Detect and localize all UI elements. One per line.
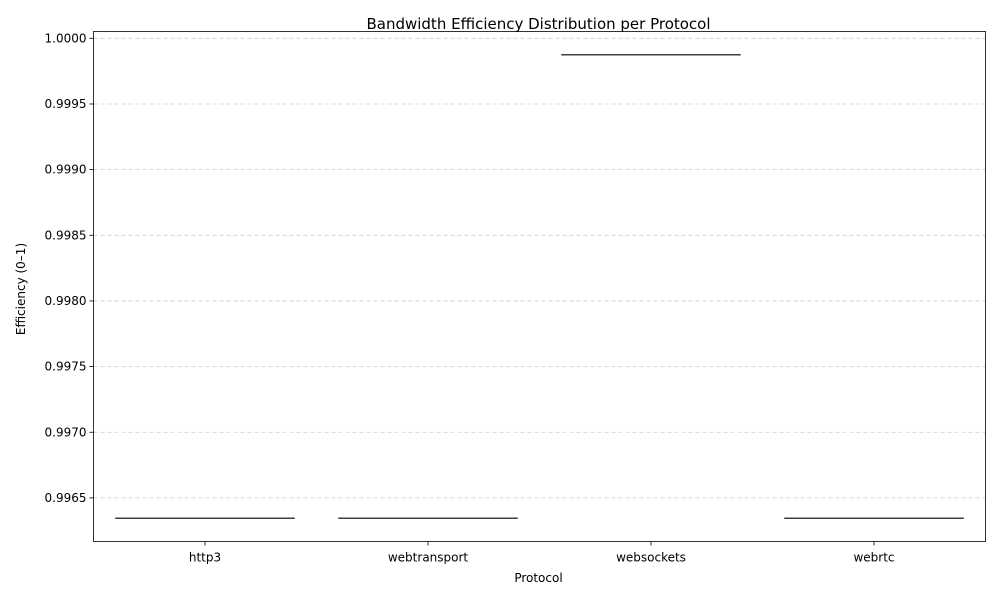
y-tick-label: 0.9980 bbox=[45, 294, 87, 308]
x-axis-label: Protocol bbox=[514, 571, 562, 585]
y-tick-label: 0.9975 bbox=[45, 360, 87, 374]
y-grid-lines bbox=[93, 37, 986, 499]
y-tick-label: 0.9970 bbox=[45, 425, 87, 439]
y-tick-label: 0.9995 bbox=[45, 97, 87, 111]
x-tick-label: webtransport bbox=[388, 551, 469, 565]
y-axis-ticks: 0.9965 0.9970 0.9975 0.9980 0.9985 0.9990 0.99… bbox=[45, 31, 94, 505]
x-tick-label: websockets bbox=[616, 551, 686, 565]
plot-frame bbox=[93, 31, 986, 542]
x-tick-label: webrtc bbox=[853, 551, 894, 565]
box-series bbox=[115, 53, 964, 520]
x-tick-label: http3 bbox=[189, 551, 221, 565]
x-axis-ticks: http3 webtransport websockets webrtc bbox=[189, 541, 895, 565]
y-tick-label: 0.9990 bbox=[45, 163, 87, 177]
y-tick-label: 0.9985 bbox=[45, 228, 87, 242]
y-tick-label: 1.0000 bbox=[45, 31, 87, 45]
y-tick-label: 0.9965 bbox=[45, 491, 87, 505]
chart-title: Bandwidth Efficiency Distribution per Pr… bbox=[366, 15, 710, 33]
y-axis-label: Efficiency (0–1) bbox=[14, 243, 28, 335]
